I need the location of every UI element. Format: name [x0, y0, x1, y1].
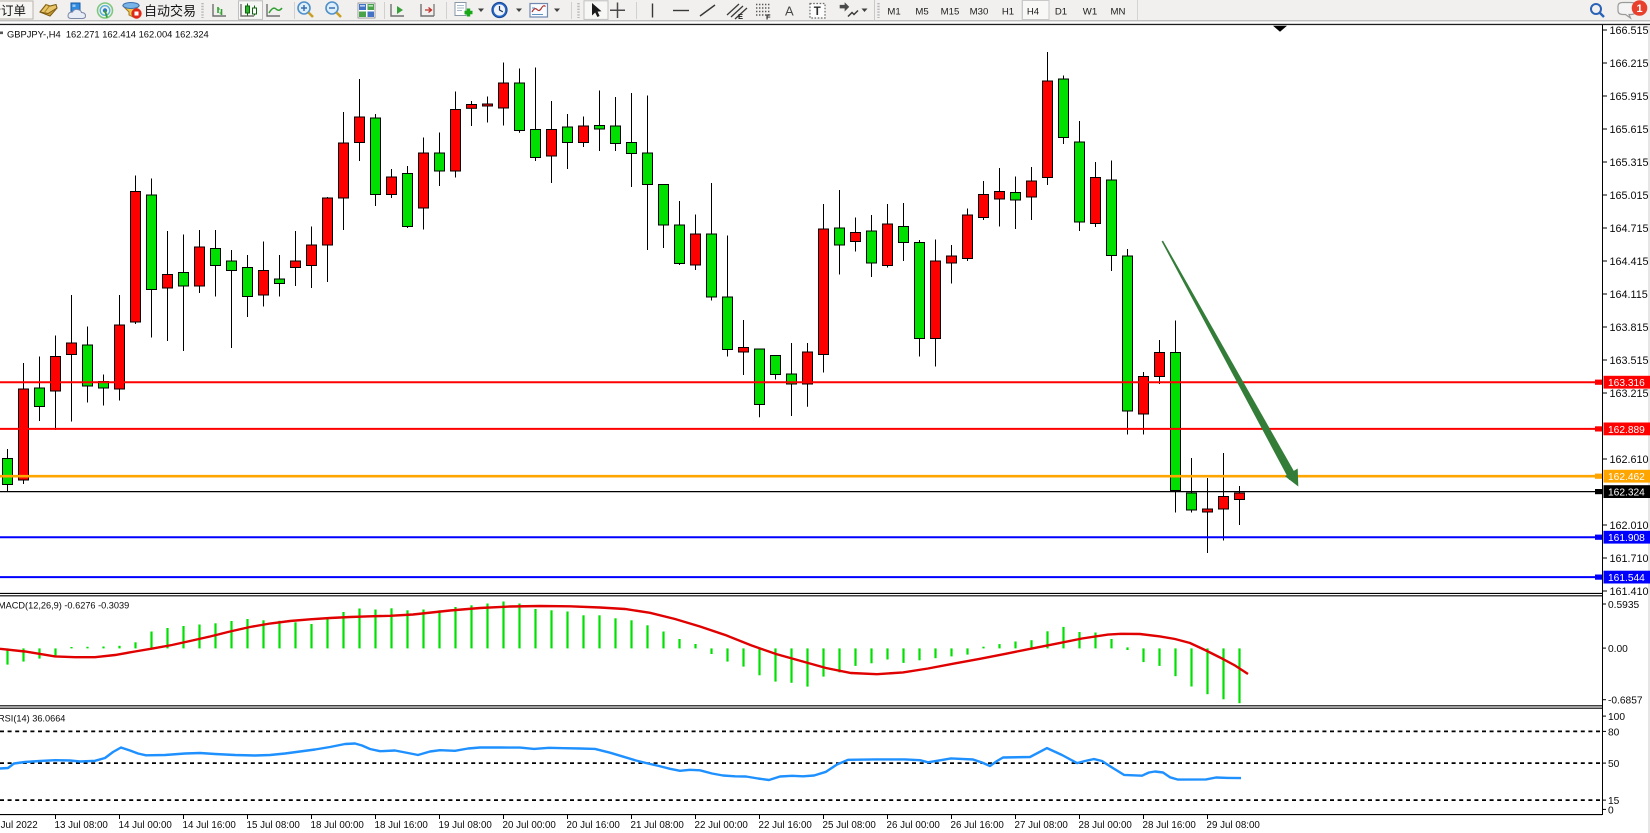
svg-text:15 Jul 08:00: 15 Jul 08:00 — [247, 820, 301, 831]
svg-text:20 Jul 00:00: 20 Jul 00:00 — [503, 820, 557, 831]
svg-text:19 Jul 08:00: 19 Jul 08:00 — [439, 820, 493, 831]
svg-text:H4: H4 — [1027, 7, 1040, 18]
svg-text:T: T — [814, 6, 821, 18]
svg-text:161.908: 161.908 — [1608, 533, 1645, 544]
svg-text:14 Jul 00:00: 14 Jul 00:00 — [119, 820, 173, 831]
svg-text:15: 15 — [1608, 796, 1620, 807]
svg-text:29 Jul 08:00: 29 Jul 08:00 — [1207, 820, 1261, 831]
svg-text:25 Jul 08:00: 25 Jul 08:00 — [823, 820, 877, 831]
svg-text:161.410: 161.410 — [1610, 586, 1649, 598]
svg-text:164.415: 164.415 — [1610, 256, 1649, 268]
svg-text:M30: M30 — [970, 7, 989, 18]
svg-text:22 Jul 16:00: 22 Jul 16:00 — [759, 820, 813, 831]
svg-text:50: 50 — [1608, 759, 1620, 770]
svg-text:GBPJPY-,H4 162.271 162.414 16: GBPJPY-,H4 162.271 162.414 162.004 162.3… — [7, 29, 209, 39]
svg-text:162.610: 162.610 — [1610, 454, 1649, 466]
svg-text:M5: M5 — [915, 7, 928, 18]
svg-text:166.215: 166.215 — [1610, 58, 1649, 70]
svg-text:163.215: 163.215 — [1610, 388, 1649, 400]
svg-text:自动交易: 自动交易 — [144, 4, 196, 19]
svg-text:27 Jul 08:00: 27 Jul 08:00 — [1015, 820, 1069, 831]
svg-text:26 Jul 00:00: 26 Jul 00:00 — [887, 820, 941, 831]
svg-text:13 Jul 08:00: 13 Jul 08:00 — [55, 820, 109, 831]
svg-text:新订单: 新订单 — [0, 3, 26, 18]
svg-text:26 Jul 16:00: 26 Jul 16:00 — [951, 820, 1005, 831]
svg-text:-0.6857: -0.6857 — [1608, 696, 1643, 707]
svg-text:MN: MN — [1111, 7, 1126, 18]
svg-text:MACD(12,26,9) -0.6276 -0.3039: MACD(12,26,9) -0.6276 -0.3039 — [0, 600, 129, 610]
svg-text:1: 1 — [1636, 3, 1642, 15]
svg-text:F: F — [766, 13, 771, 22]
svg-text:161.710: 161.710 — [1610, 553, 1649, 565]
svg-text:14 Jul 16:00: 14 Jul 16:00 — [183, 820, 237, 831]
svg-text:0: 0 — [1608, 805, 1614, 816]
svg-text:28 Jul 16:00: 28 Jul 16:00 — [1143, 820, 1197, 831]
svg-text:162.462: 162.462 — [1608, 472, 1645, 483]
svg-text:164.715: 164.715 — [1610, 223, 1649, 235]
svg-text:162.010: 162.010 — [1610, 520, 1649, 532]
svg-text:E: E — [738, 12, 743, 21]
svg-text:163.515: 163.515 — [1610, 355, 1649, 367]
svg-text:162.324: 162.324 — [1608, 488, 1645, 499]
svg-text:28 Jul 00:00: 28 Jul 00:00 — [1079, 820, 1133, 831]
svg-text:RSI(14) 36.0664: RSI(14) 36.0664 — [0, 713, 65, 723]
svg-text:18 Jul 16:00: 18 Jul 16:00 — [375, 820, 429, 831]
svg-text:162.889: 162.889 — [1608, 425, 1645, 436]
svg-text:0.00: 0.00 — [1608, 644, 1628, 655]
svg-text:0.5935: 0.5935 — [1608, 600, 1639, 611]
svg-text:20 Jul 16:00: 20 Jul 16:00 — [567, 820, 621, 831]
svg-text:100: 100 — [1608, 712, 1625, 723]
svg-text:D1: D1 — [1055, 7, 1067, 18]
svg-text:80: 80 — [1608, 727, 1620, 738]
svg-text:166.515: 166.515 — [1610, 25, 1649, 37]
svg-text:M1: M1 — [887, 7, 900, 18]
svg-text:W1: W1 — [1083, 7, 1097, 18]
svg-text:M15: M15 — [941, 7, 960, 18]
svg-text:163.815: 163.815 — [1610, 322, 1649, 334]
svg-text:165.615: 165.615 — [1610, 124, 1649, 136]
svg-text:12 Jul 2022: 12 Jul 2022 — [0, 820, 38, 831]
svg-text:165.915: 165.915 — [1610, 91, 1649, 103]
svg-text:21 Jul 08:00: 21 Jul 08:00 — [631, 820, 685, 831]
svg-text:18 Jul 00:00: 18 Jul 00:00 — [311, 820, 365, 831]
svg-text:164.115: 164.115 — [1610, 289, 1648, 301]
svg-text:165.315: 165.315 — [1610, 157, 1649, 169]
svg-text:163.316: 163.316 — [1608, 378, 1645, 389]
svg-text:161.544: 161.544 — [1608, 573, 1645, 584]
svg-text:A: A — [785, 4, 794, 19]
svg-text:22 Jul 00:00: 22 Jul 00:00 — [695, 820, 749, 831]
svg-text:165.015: 165.015 — [1610, 190, 1649, 202]
svg-text:H1: H1 — [1002, 7, 1014, 18]
